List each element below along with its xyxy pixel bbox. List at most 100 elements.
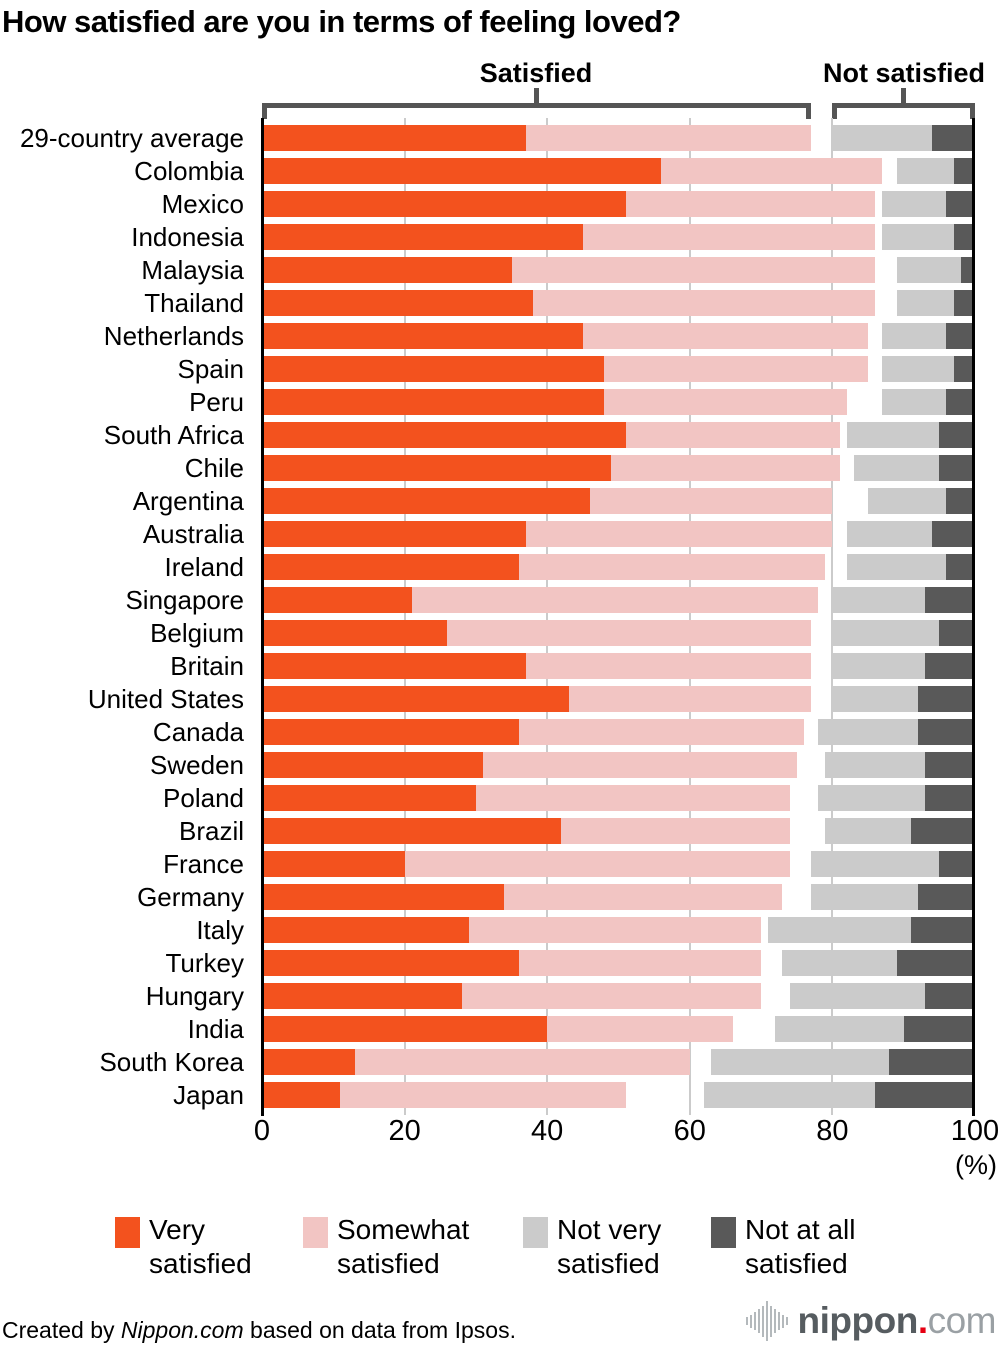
not-at-all-satisfied-bar <box>960 257 975 283</box>
somewhat-satisfied-bar <box>483 752 797 778</box>
axis-line-100 <box>972 118 975 1116</box>
not-at-all-satisfied-bar <box>953 224 975 250</box>
category-label: Thailand <box>144 288 244 318</box>
somewhat-satisfied-bar <box>518 554 826 580</box>
somewhat-satisfied-bar <box>625 191 876 217</box>
logo-dot: . <box>917 1300 928 1341</box>
not-at-all-satisfied-bar <box>939 455 975 481</box>
not-very-satisfied-bar <box>704 1082 876 1108</box>
very-satisfied-bar <box>262 752 484 778</box>
not-at-all-satisfied-bar <box>925 653 975 679</box>
not-at-all-satisfied-bar <box>932 125 975 151</box>
soundwave-bar <box>777 1312 780 1330</box>
category-label: Chile <box>184 453 244 483</box>
category-label: Germany <box>137 882 244 912</box>
soundwave-bar <box>773 1309 776 1333</box>
category-label: Peru <box>189 387 244 417</box>
legend-label: Somewhat satisfied <box>337 1214 470 1279</box>
not-very-satisfied-bar <box>846 554 947 580</box>
category-label: Colombia <box>134 156 244 186</box>
x-tick-label-40: 40 <box>531 1115 564 1147</box>
logo-tld: com <box>927 1300 997 1341</box>
not-at-all-satisfied-bar <box>889 1049 975 1075</box>
category-labels: 29-country average Colombia Mexico Indonesi… <box>0 125 252 1115</box>
not-very-satisfied-bar <box>882 224 954 250</box>
very-satisfied-bar <box>262 1082 341 1108</box>
somewhat-satisfied-bar <box>504 884 783 910</box>
x-tick-label-20: 20 <box>388 1115 421 1147</box>
credit-suffix: based on data from Ipsos. <box>243 1317 516 1343</box>
somewhat-satisfied-bar <box>468 917 762 943</box>
category-label: Spain <box>177 354 245 384</box>
not-very-satisfied-bar <box>832 125 933 151</box>
somewhat-satisfied-bar <box>518 950 762 976</box>
soundwave-icon <box>745 1298 788 1344</box>
category-label: Sweden <box>150 750 244 780</box>
x-tick-label-80: 80 <box>816 1115 849 1147</box>
somewhat-satisfied-bar <box>340 1082 626 1108</box>
not-at-all-satisfied-bar <box>903 1016 975 1042</box>
legend-item: Not very satisfied <box>523 1213 661 1281</box>
legend-swatch <box>303 1217 328 1248</box>
category-label: Netherlands <box>103 321 244 351</box>
very-satisfied-bar <box>262 191 626 217</box>
very-satisfied-bar <box>262 719 519 745</box>
not-very-satisfied-bar <box>868 488 947 514</box>
not-at-all-satisfied-bar <box>925 752 975 778</box>
legend-item: Not at all satisfied <box>711 1213 856 1281</box>
category-label: South Korea <box>99 1047 244 1077</box>
not-at-all-satisfied-bar <box>910 818 975 844</box>
not-very-satisfied-bar <box>825 752 926 778</box>
category-label: France <box>163 849 244 879</box>
not-at-all-satisfied-bar <box>917 686 975 712</box>
gridline-20 <box>403 118 406 1115</box>
very-satisfied-bar <box>262 884 505 910</box>
somewhat-satisfied-bar <box>661 158 883 184</box>
not-at-all-satisfied-bar <box>925 587 975 613</box>
x-tick-label-100: 100 <box>950 1115 1000 1147</box>
somewhat-satisfied-bar <box>511 257 876 283</box>
not-very-satisfied-bar <box>775 1016 904 1042</box>
legend-swatch <box>711 1217 736 1248</box>
category-label: Turkey <box>165 948 245 978</box>
not-at-all-satisfied-bar <box>932 521 975 547</box>
somewhat-satisfied-bar <box>582 224 876 250</box>
very-satisfied-bar <box>262 356 605 382</box>
not-at-all-satisfied-bar <box>925 785 975 811</box>
not-very-satisfied-bar <box>882 389 947 415</box>
very-satisfied-bar <box>262 389 605 415</box>
not-very-satisfied-bar <box>768 917 911 943</box>
soundwave-bar <box>753 1312 756 1330</box>
category-label: 29-country average <box>19 123 244 153</box>
x-axis-ticks: 0 20 40 60 80 100 <box>254 1114 999 1148</box>
not-very-satisfied-bar <box>882 323 947 349</box>
credit-source: Nippon.com <box>120 1317 244 1343</box>
category-label: Japan <box>173 1080 244 1110</box>
somewhat-satisfied-bar <box>589 488 833 514</box>
somewhat-satisfied-bar <box>604 389 847 415</box>
not-at-all-satisfied-bar <box>953 290 975 316</box>
soundwave-bar <box>781 1314 784 1328</box>
soundwave-bar <box>769 1305 772 1337</box>
not-very-satisfied-bar <box>818 785 926 811</box>
somewhat-satisfied-bar <box>461 983 762 1009</box>
not-at-all-satisfied-bar <box>896 950 975 976</box>
not-very-satisfied-bar <box>896 158 954 184</box>
not-very-satisfied-bar <box>789 983 926 1009</box>
not-at-all-satisfied-bar <box>925 983 975 1009</box>
category-label: Britain <box>170 651 244 681</box>
nippon-logo-text: nippon.com <box>798 1300 997 1342</box>
plot-area <box>261 118 975 1116</box>
not-at-all-satisfied-bar <box>875 1082 975 1108</box>
very-satisfied-bar <box>262 818 562 844</box>
not-very-satisfied-bar <box>811 884 918 910</box>
very-satisfied-bar <box>262 851 405 877</box>
somewhat-satisfied-bar <box>568 686 811 712</box>
not-very-satisfied-bar <box>882 191 947 217</box>
not-at-all-satisfied-bar <box>953 158 975 184</box>
somewhat-satisfied-bar <box>525 653 811 679</box>
category-label: United States <box>87 684 244 714</box>
not-at-all-satisfied-bar <box>917 884 975 910</box>
not-very-satisfied-bar <box>832 686 918 712</box>
